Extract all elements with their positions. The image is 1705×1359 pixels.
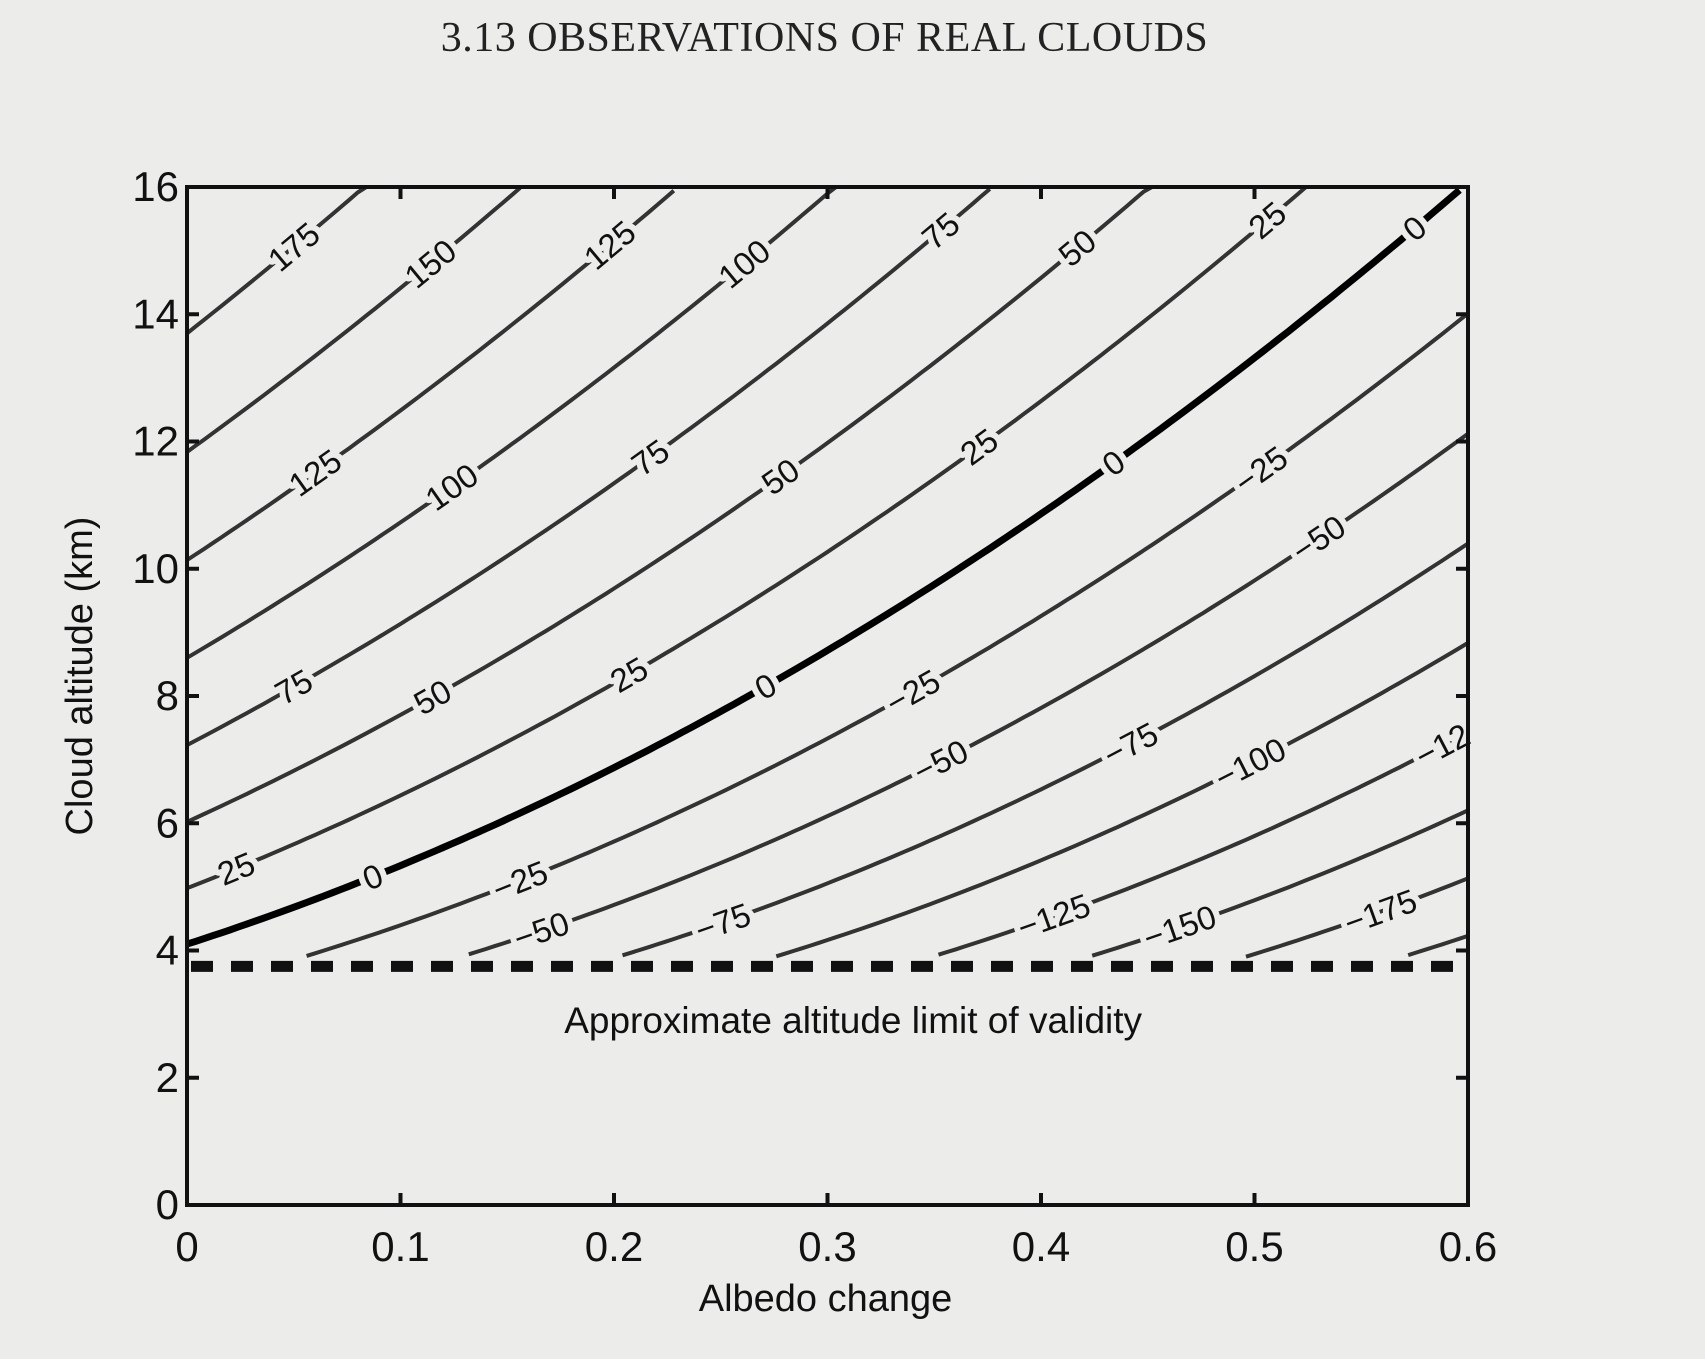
contour-line-0 xyxy=(185,187,1462,948)
y-tick-label: 6 xyxy=(156,799,179,846)
contour-line-75 xyxy=(186,187,992,747)
contour-label: −25 xyxy=(487,853,553,908)
y-tick-label: 16 xyxy=(132,163,179,210)
contour-line-50 xyxy=(186,185,1153,824)
x-axis-label: Albedo change xyxy=(699,1278,953,1320)
x-tick-label: 0.5 xyxy=(1225,1223,1283,1270)
contour-label: −50 xyxy=(1285,508,1352,570)
contour-label: 25 xyxy=(604,650,654,700)
contour-label: −75 xyxy=(1097,715,1164,774)
contour-label: −175 xyxy=(1339,882,1421,942)
axis-ticks: 0 0.1 0.2 0.3 0.4 0.5 0.6 0 2 4 6 8 10 12 14 16 xyxy=(132,163,1497,1270)
y-tick-label: 14 xyxy=(132,290,179,337)
contour-line-150 xyxy=(185,186,522,454)
y-tick-label: 12 xyxy=(132,418,179,465)
contour-line--100 xyxy=(775,641,1470,959)
contour-line-175 xyxy=(185,185,368,335)
contour-label: −50 xyxy=(509,904,574,957)
x-tick-label: 0.4 xyxy=(1012,1223,1070,1270)
contour-label: 175 xyxy=(261,215,327,279)
x-tick-label: 0.3 xyxy=(798,1223,856,1270)
contour-label: 125 xyxy=(282,442,348,504)
x-tick-label: 0 xyxy=(175,1223,198,1270)
contour-label: −50 xyxy=(907,732,974,790)
contour-label: −100 xyxy=(1209,730,1292,797)
contour-label: 25 xyxy=(1241,194,1293,246)
contour-label: −75 xyxy=(690,896,755,949)
contour-label: −125 xyxy=(1013,886,1095,946)
x-tick-label: 0.6 xyxy=(1439,1223,1497,1270)
contour-label: 50 xyxy=(755,451,806,502)
contour-label: 50 xyxy=(1051,222,1103,274)
contour-label: 0 xyxy=(357,856,388,897)
contour-line--75 xyxy=(621,541,1470,958)
contour-label: 100 xyxy=(419,456,485,518)
contour-line--200 xyxy=(1407,934,1469,958)
contour-label: −12 xyxy=(1409,716,1476,775)
contour-label: 25 xyxy=(953,421,1004,473)
y-tick-label: 0 xyxy=(156,1181,179,1228)
contour-line-125 xyxy=(185,189,676,562)
contour-line--175 xyxy=(1245,876,1469,959)
validity-annotation: Approximate altitude limit of validity xyxy=(564,1000,1142,1041)
contour-label: 150 xyxy=(397,232,463,296)
contour-label: −25 xyxy=(879,662,946,722)
contour-label: 125 xyxy=(577,213,643,277)
contour-line--125 xyxy=(937,730,1469,957)
y-tick-label: 4 xyxy=(156,927,179,974)
contour-line--150 xyxy=(1091,808,1469,958)
contour-line-25 xyxy=(186,185,1308,891)
validity-limit: Approximate altitude limit of validity xyxy=(191,960,1462,1041)
y-tick-label: 2 xyxy=(156,1054,179,1101)
contour-label: 100 xyxy=(711,232,777,296)
contour-label: 25 xyxy=(212,845,260,893)
contour-label: −25 xyxy=(1227,439,1294,502)
contour-label: −150 xyxy=(1139,898,1221,957)
contour-lines xyxy=(185,185,1470,959)
y-tick-label: 8 xyxy=(156,672,179,719)
contour-label: 75 xyxy=(269,662,319,712)
contour-label: 75 xyxy=(625,432,676,483)
y-axis-label: Cloud altitude (km) xyxy=(59,517,101,836)
x-tick-label: 0.2 xyxy=(585,1223,643,1270)
y-tick-label: 10 xyxy=(132,545,179,592)
page-header: 3.13 OBSERVATIONS OF REAL CLOUDS xyxy=(0,14,1705,62)
x-tick-label: 0.1 xyxy=(371,1223,429,1270)
contour-line-100 xyxy=(185,185,838,660)
page-header-text: 3.13 OBSERVATIONS OF REAL CLOUDS xyxy=(440,15,1209,61)
contour-label: 75 xyxy=(915,205,967,257)
contour-label: 0 xyxy=(748,666,782,707)
contour-line--25 xyxy=(306,311,1470,958)
contour-line--50 xyxy=(468,432,1470,957)
contour-label: 0 xyxy=(1095,443,1131,484)
contour-label: 50 xyxy=(407,672,457,722)
